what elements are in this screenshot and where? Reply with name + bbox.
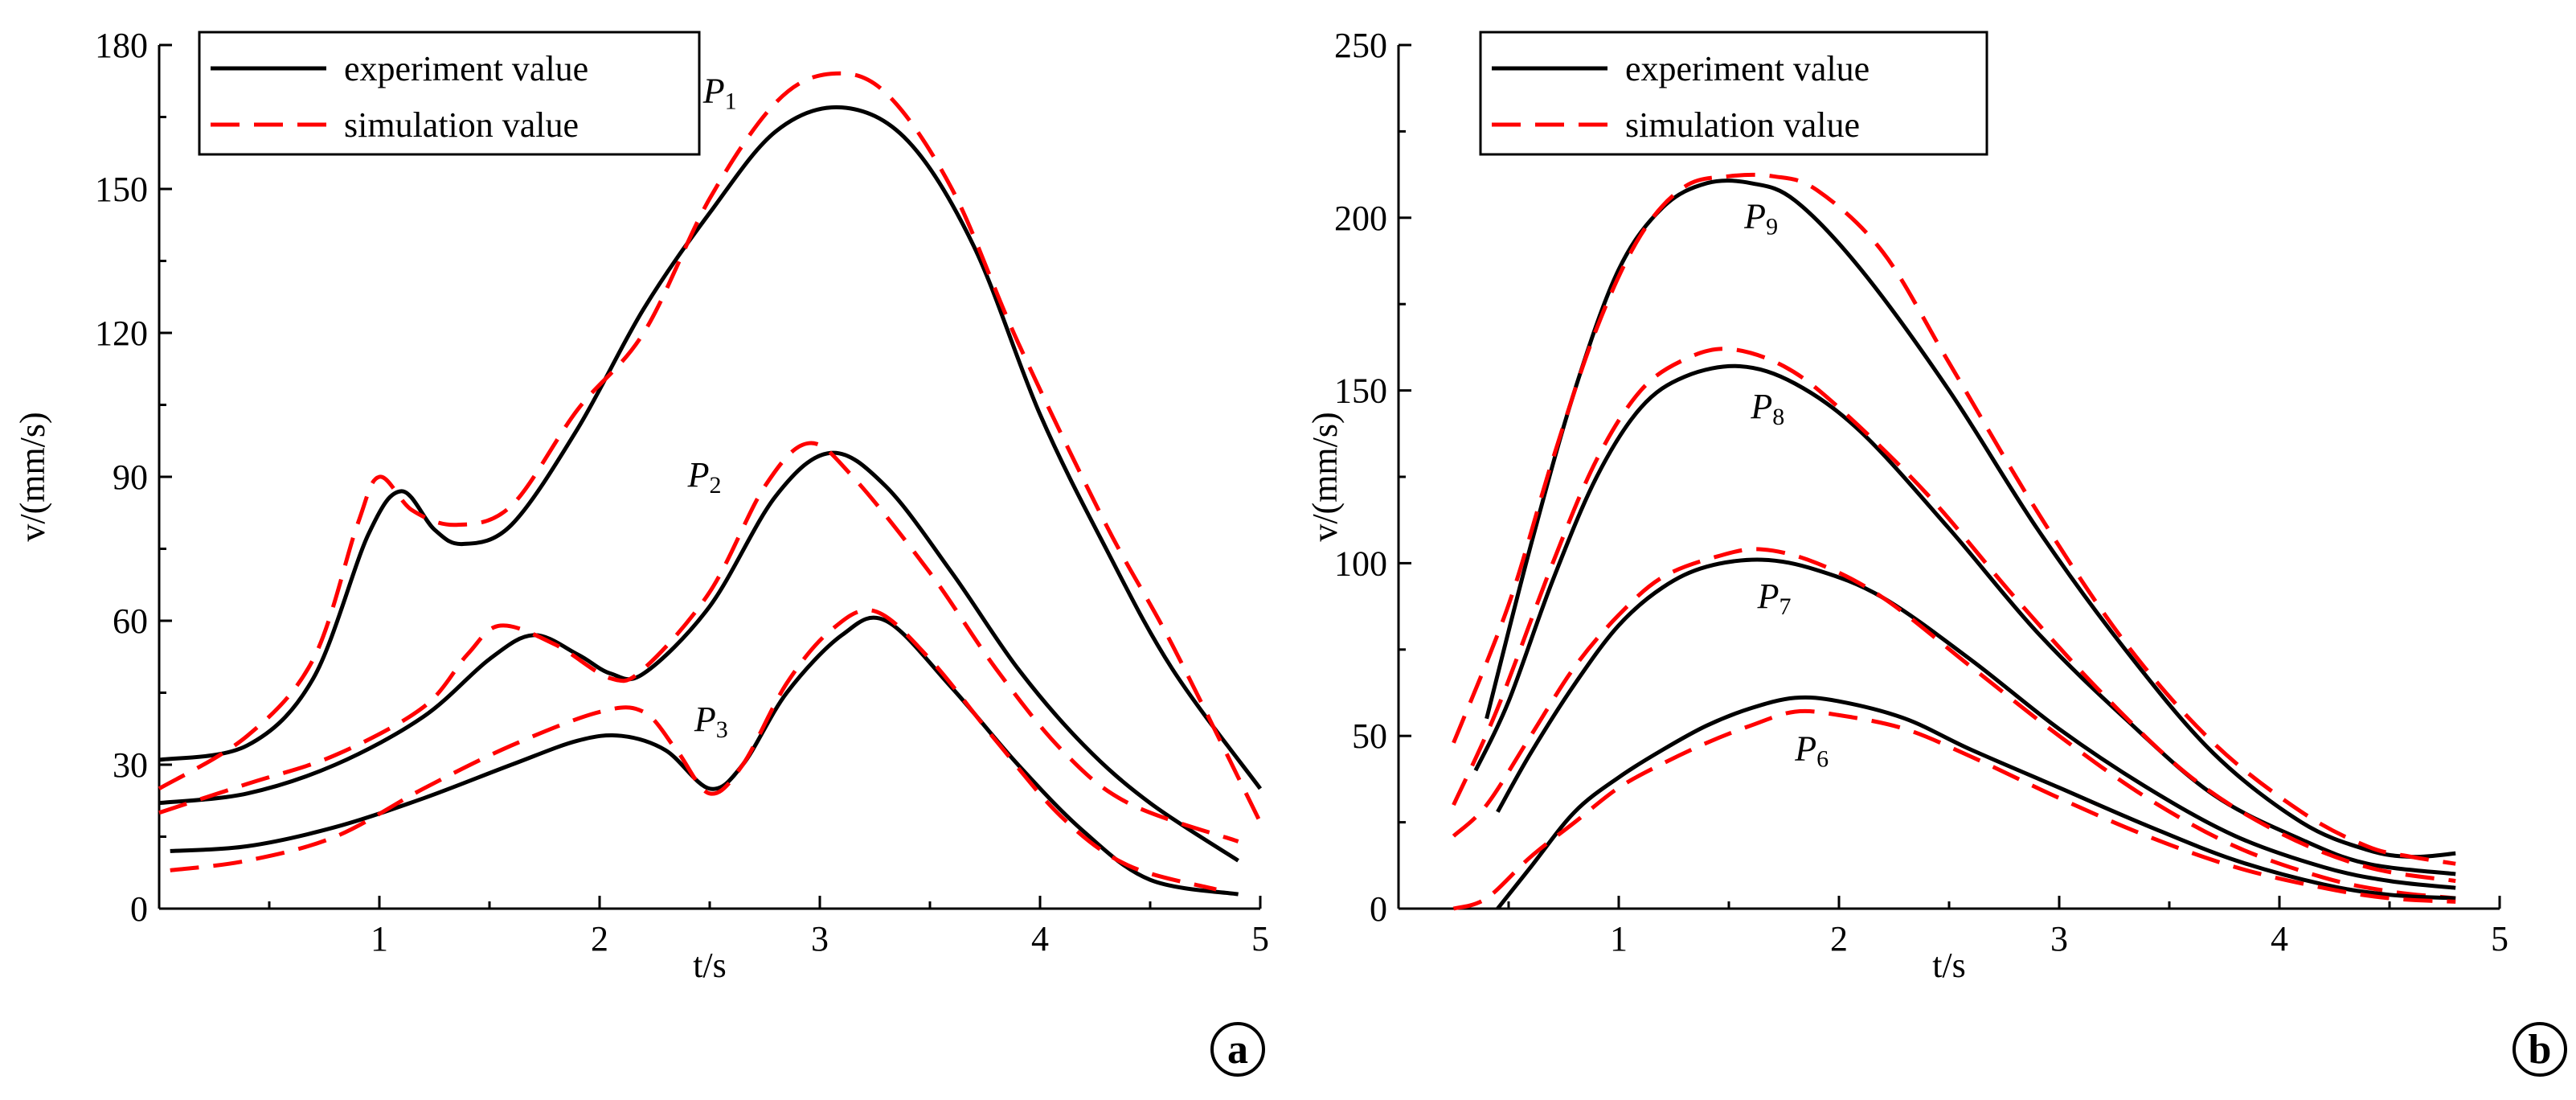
series-simulation-p3 (170, 608, 1217, 892)
x-tick-label: 2 (1830, 919, 1848, 958)
curve-label-p7: P7 (1757, 577, 1792, 620)
y-axis-title: v/(mm/s) (13, 412, 52, 541)
series-simulation-p2 (158, 441, 1239, 843)
curve-label-base: P (694, 700, 716, 739)
y-tick-label: 30 (113, 745, 148, 785)
x-tick-label: 1 (1610, 919, 1628, 958)
panel-label-a: a (1210, 1022, 1265, 1077)
y-axis-title: v/(mm/s) (1305, 412, 1345, 541)
x-tick-label: 5 (2491, 919, 2508, 958)
series-simulation-p1 (158, 71, 1263, 823)
series-simulation-p8 (1452, 347, 2456, 884)
panel-label-circle (2513, 1022, 2567, 1077)
legend-entry: simulation value (1625, 105, 1860, 145)
curve-label-p9: P9 (1743, 197, 1778, 240)
y-tick-label: 250 (1334, 26, 1387, 65)
series-experiment-p9 (1485, 179, 2456, 860)
y-tick-label: 150 (1334, 371, 1387, 411)
x-axis-title: t/s (1932, 946, 1966, 985)
curve-label-base: P (687, 455, 710, 495)
y-tick-label: 60 (113, 601, 148, 641)
y-tick-label: 0 (130, 889, 148, 929)
curve-label-subscript: 8 (1772, 404, 1784, 430)
legend-entry: simulation value (344, 105, 579, 145)
x-tick-label: 4 (1031, 919, 1049, 958)
panel-label-text: a (1227, 1027, 1248, 1073)
series-simulation-p7 (1452, 547, 2456, 901)
y-tick-label: 50 (1352, 716, 1387, 756)
x-tick-label: 1 (371, 919, 388, 958)
curve-label-subscript: 2 (709, 472, 721, 499)
curve-label-p1: P1 (702, 72, 737, 115)
legend-entry: experiment value (344, 49, 588, 88)
legend-entry: experiment value (1625, 49, 1870, 88)
panel-label-b: b (2513, 1022, 2567, 1077)
series-simulation-p6 (1452, 708, 2456, 911)
curve-label-p3: P3 (694, 700, 728, 743)
x-tick-label: 2 (591, 919, 608, 958)
x-tick-label: 3 (811, 919, 829, 958)
y-tick-label: 180 (95, 26, 148, 65)
x-tick-label: 3 (2050, 919, 2068, 958)
curve-label-base: P (1750, 387, 1772, 426)
y-tick-label: 0 (1370, 889, 1387, 929)
y-tick-label: 90 (113, 458, 148, 497)
panel-label-circle (1210, 1022, 1265, 1077)
curve-label-base: P (1757, 577, 1779, 616)
curve-label-subscript: 1 (725, 88, 737, 115)
series-simulation-p9 (1452, 172, 2456, 866)
curve-label-subscript: 9 (1766, 214, 1778, 240)
curve-label-subscript: 7 (1779, 593, 1792, 620)
legend-box (198, 31, 701, 156)
curve-label-p6: P6 (1794, 729, 1829, 772)
legend: experiment value simulation value (198, 31, 701, 156)
curve-label-subscript: 3 (716, 716, 728, 743)
panel-label-text: b (2529, 1027, 2552, 1073)
y-tick-label: 100 (1334, 544, 1387, 583)
curve-label-base: P (1794, 729, 1816, 768)
curve-label-base: P (1743, 197, 1766, 236)
series-experiment-p1 (158, 105, 1263, 790)
y-tick-label: 200 (1334, 199, 1387, 238)
y-tick-label: 150 (95, 170, 148, 209)
series-experiment-p6 (1496, 695, 2456, 910)
y-tick-label: 120 (95, 314, 148, 353)
curve-label-p8: P8 (1750, 387, 1784, 430)
legend: experiment value simulation value (1479, 31, 1988, 156)
curve-label-subscript: 6 (1816, 745, 1829, 772)
curve-label-base: P (702, 72, 725, 111)
x-tick-label: 5 (1251, 919, 1269, 958)
curve-label-p2: P2 (687, 455, 722, 499)
series-experiment-p7 (1496, 557, 2456, 890)
x-tick-label: 4 (2271, 919, 2288, 958)
series-experiment-p2 (158, 450, 1239, 863)
x-axis-title: t/s (693, 946, 727, 985)
legend-box (1479, 31, 1988, 156)
